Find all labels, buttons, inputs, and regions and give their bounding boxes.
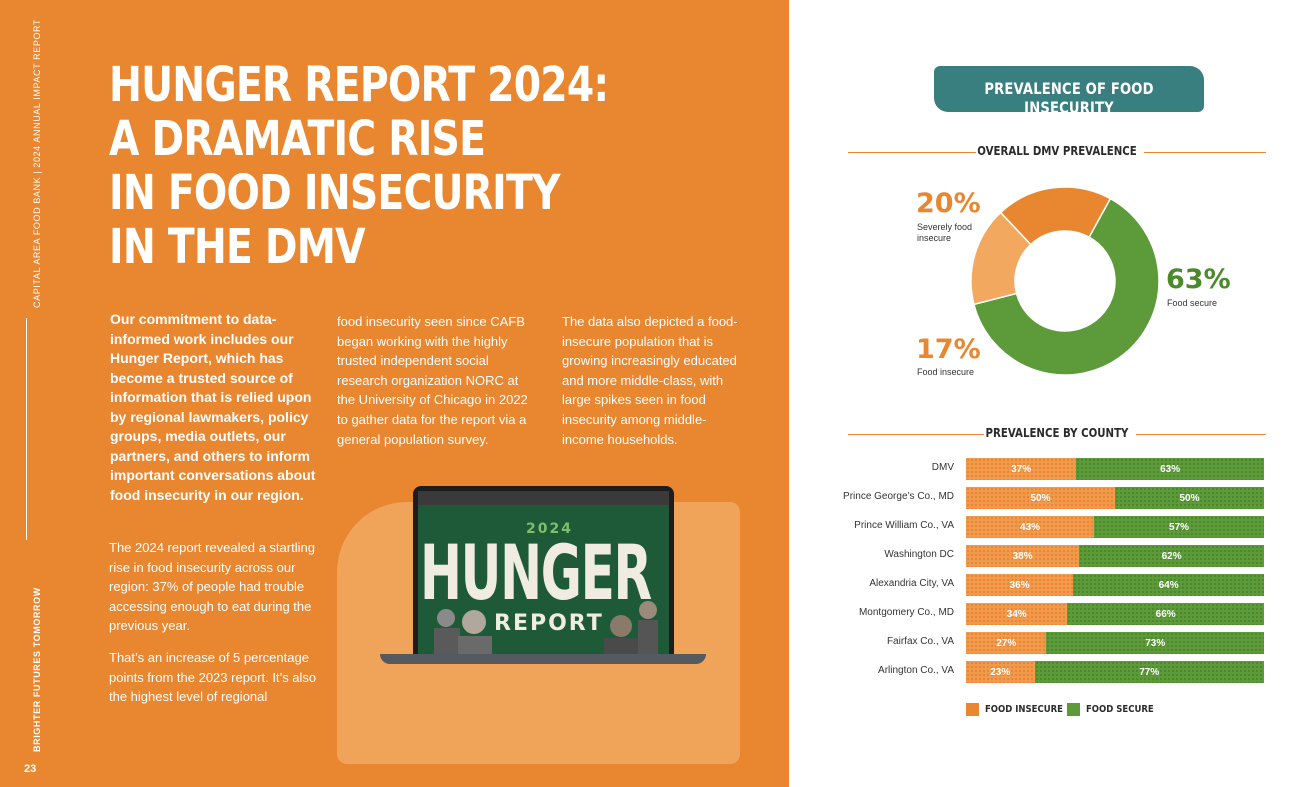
county-label: Alexandria City, VA	[869, 578, 954, 589]
overall-heading: OVERALL DMV PREVALENCE	[848, 144, 1266, 160]
section-title: BRIGHTER FUTURES TOMORROW	[32, 587, 42, 752]
column-1-body: The 2024 report revealed a startling ris…	[109, 538, 324, 719]
county-bar: 50% 50%	[966, 487, 1264, 509]
legend-insecure: FOOD INSECURE	[966, 702, 1077, 716]
bar-segment-insecure: 37%	[966, 458, 1077, 480]
heading-rule	[1136, 434, 1266, 435]
county-bar: 27% 73%	[966, 632, 1264, 654]
body-paragraph: That’s an increase of 5 percentage point…	[109, 649, 317, 705]
bar-segment-insecure: 50%	[966, 487, 1115, 509]
legend-swatch	[966, 702, 979, 716]
cover-title: HUNGER	[420, 528, 652, 617]
heading-rule	[848, 152, 976, 153]
bar-segment-secure: 73%	[1046, 632, 1264, 654]
severe-label: Severely food insecure	[917, 222, 973, 243]
bar-segment-secure: 64%	[1073, 574, 1264, 596]
insecure-label: Food insecure	[917, 367, 975, 377]
bar-segment-secure: 50%	[1115, 487, 1264, 509]
title-line-4: IN THE DMV	[109, 219, 366, 275]
county-label: Montgomery Co., MD	[858, 607, 954, 618]
county-bar: 43% 57%	[966, 516, 1264, 538]
laptop-screen: 2024 HUNGER REPORT	[413, 486, 674, 654]
county-bar: 36% 64%	[966, 574, 1264, 596]
insecure-pct: 17%	[916, 334, 981, 365]
bar-segment-insecure: 36%	[966, 574, 1074, 596]
secure-label: Food secure	[1167, 298, 1218, 308]
report-running-title: CAPITAL AREA FOOD BANK | 2024 ANNUAL IMP…	[32, 18, 42, 308]
bar-segment-secure: 62%	[1079, 545, 1264, 567]
bar-segment-insecure: 23%	[966, 661, 1035, 683]
hunger-report-cover: 2024 HUNGER REPORT	[418, 491, 669, 654]
bar-segment-secure: 63%	[1076, 458, 1264, 480]
secure-pct: 63%	[1166, 264, 1231, 295]
column-1: Our commitment to data-informed work inc…	[110, 310, 320, 505]
laptop-base	[380, 654, 706, 664]
county-label: Prince George’s Co., MD	[843, 491, 954, 502]
county-row: Arlington Co., VA 23% 77%	[830, 661, 1270, 683]
bar-segment-secure: 57%	[1094, 516, 1264, 538]
severe-pct: 20%	[916, 188, 981, 219]
page-title: HUNGER REPORT 2024: A DRAMATIC RISE IN F…	[109, 58, 718, 274]
laptop-image: 2024 HUNGER REPORT	[380, 486, 706, 672]
cover-subtitle: REPORT	[494, 611, 604, 636]
lead-paragraph: Our commitment to data-informed work inc…	[110, 311, 316, 503]
bar-segment-secure: 66%	[1067, 603, 1264, 625]
legend-label: FOOD SECURE	[1086, 703, 1154, 715]
body-paragraph: food insecurity seen since CAFB began wo…	[337, 314, 528, 447]
column-3: The data also depicted a food-insecure p…	[562, 312, 747, 449]
legend-swatch	[1067, 702, 1080, 716]
divider-line	[26, 318, 27, 540]
county-bar: 34% 66%	[966, 603, 1264, 625]
left-panel: CAPITAL AREA FOOD BANK | 2024 ANNUAL IMP…	[0, 0, 789, 787]
section-banner: PREVALENCE OF FOOD INSECURITY	[934, 66, 1204, 112]
county-label: Prince William Co., VA	[854, 520, 954, 531]
county-bar: 37% 63%	[966, 458, 1264, 480]
overall-heading-label: OVERALL DMV PREVALENCE	[977, 144, 1137, 158]
bar-segment-insecure: 43%	[966, 516, 1095, 538]
bar-segment-secure: 77%	[1034, 661, 1264, 683]
people-photo	[434, 601, 658, 654]
cover-year: 2024	[526, 521, 573, 537]
heading-rule	[848, 434, 984, 435]
county-row: Alexandria City, VA 36% 64%	[830, 574, 1270, 596]
county-row: Washington DC 38% 62%	[830, 545, 1270, 567]
county-label: Arlington Co., VA	[878, 665, 954, 676]
legend-secure: FOOD SECURE	[1067, 702, 1166, 716]
bar-segment-insecure: 34%	[966, 603, 1068, 625]
county-row: Prince George’s Co., MD 50% 50%	[830, 487, 1270, 509]
bar-segment-insecure: 27%	[966, 632, 1047, 654]
donut-chart	[970, 186, 1160, 376]
county-row: Prince William Co., VA 43% 57%	[830, 516, 1270, 538]
bar-segment-insecure: 38%	[966, 545, 1080, 567]
body-paragraph: The data also depicted a food-insecure p…	[562, 314, 738, 447]
county-bar: 23% 77%	[966, 661, 1264, 683]
county-heading: PREVALENCE BY COUNTY	[848, 426, 1266, 442]
browser-bar	[418, 491, 669, 505]
county-label: Washington DC	[884, 549, 954, 560]
page-number: 23	[24, 763, 37, 775]
county-heading-label: PREVALENCE BY COUNTY	[985, 426, 1129, 440]
side-margin: CAPITAL AREA FOOD BANK | 2024 ANNUAL IMP…	[0, 0, 60, 787]
body-paragraph: The 2024 report revealed a startling ris…	[109, 540, 315, 634]
county-row: DMV 37% 63%	[830, 458, 1270, 480]
title-line-1: HUNGER REPORT 2024:	[109, 57, 609, 113]
donut-slice-secure	[973, 197, 1160, 376]
county-row: Montgomery Co., MD 34% 66%	[830, 603, 1270, 625]
banner-title: PREVALENCE OF FOOD INSECURITY	[984, 79, 1154, 112]
county-label: Fairfax Co., VA	[886, 636, 954, 647]
legend-label: FOOD INSECURE	[985, 703, 1063, 715]
heading-rule	[1144, 152, 1266, 153]
donut-slice-severe	[999, 186, 1112, 246]
column-2: food insecurity seen since CAFB began wo…	[337, 312, 537, 449]
title-line-3: IN FOOD INSECURITY	[109, 165, 560, 221]
county-label: DMV	[931, 462, 954, 473]
county-row: Fairfax Co., VA 27% 73%	[830, 632, 1270, 654]
county-bar: 38% 62%	[966, 545, 1264, 567]
title-line-2: A DRAMATIC RISE	[109, 111, 486, 167]
